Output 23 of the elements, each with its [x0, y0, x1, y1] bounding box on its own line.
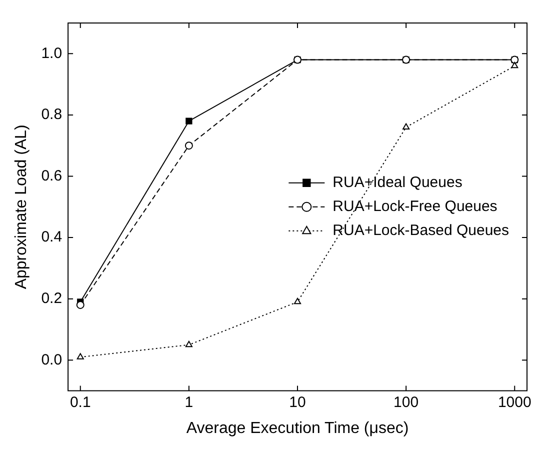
y-tick-label: 0.4 — [41, 228, 62, 246]
y-tick-label: 0.0 — [41, 351, 62, 368]
x-tick-label: 1 — [184, 394, 194, 411]
x-tick-label: 100 — [394, 394, 419, 411]
point — [511, 62, 518, 68]
y-tick-label: 0.8 — [41, 106, 62, 124]
x-tick-label: 10 — [289, 394, 306, 411]
y-tick-label: 0.6 — [41, 167, 62, 184]
x-axis-title: Average Execution Time (μsec) — [186, 420, 409, 437]
point — [186, 118, 192, 124]
legend-label: RUA+Ideal Queues — [332, 174, 462, 192]
x-tick-label: 0.1 — [70, 394, 91, 411]
point — [76, 353, 84, 360]
point — [402, 123, 410, 130]
y-tick-label: 0.2 — [41, 290, 62, 307]
x-tick-label: 1000 — [498, 394, 532, 411]
point — [185, 340, 192, 348]
point — [184, 142, 193, 150]
y-axis-title: Approximate Load (AL) — [13, 124, 30, 290]
legend-label: RUA+Lock-Free Queues — [332, 198, 498, 216]
point — [294, 298, 302, 304]
y-tick-label: 1.0 — [41, 44, 62, 62]
legend-label: RUA+Lock-Based Queues — [332, 222, 510, 240]
